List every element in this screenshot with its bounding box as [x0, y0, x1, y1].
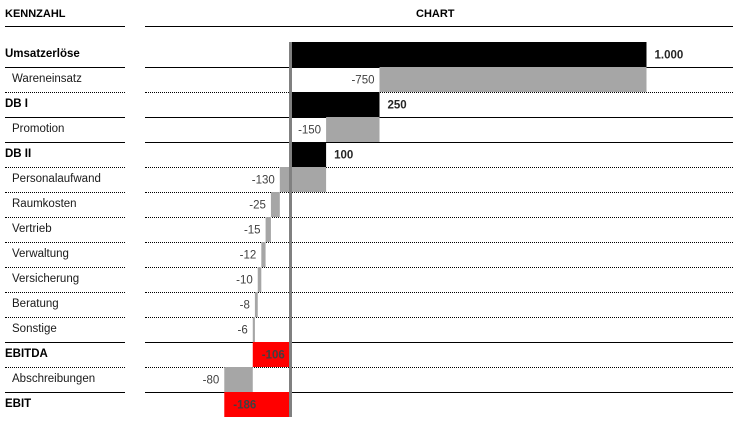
row-label: EBIT: [5, 398, 32, 410]
row-label: Versicherung: [12, 273, 80, 285]
header-divider-left: [5, 26, 125, 27]
value-label: -15: [244, 225, 261, 237]
row-divider: [5, 317, 125, 318]
bar-ebitda: [252, 342, 291, 367]
row-divider: [145, 217, 733, 218]
row-label: Vertrieb: [12, 223, 52, 235]
row-divider: [145, 242, 733, 243]
row-divider: [145, 342, 733, 343]
bar-verwaltung: [261, 242, 266, 267]
row-divider: [145, 392, 733, 393]
row-divider: [5, 142, 125, 143]
row-divider: [5, 392, 125, 393]
value-label: -750: [351, 75, 374, 87]
row-label: Abschreibungen: [12, 373, 96, 385]
row-divider: [145, 367, 733, 368]
row-label: Verwaltung: [12, 248, 69, 260]
row-label: Raumkosten: [12, 198, 77, 210]
value-label: -6: [238, 325, 248, 337]
row-divider: [5, 367, 125, 368]
row-divider: [5, 217, 125, 218]
row-divider: [145, 117, 733, 118]
row-label: DB II: [5, 148, 32, 160]
row-label: Personalaufwand: [12, 173, 101, 185]
value-label: -150: [298, 125, 321, 137]
bar-vertrieb: [265, 217, 271, 242]
zero-axis: [289, 42, 292, 417]
value-label: 1.000: [655, 50, 684, 62]
row-divider: [145, 267, 733, 268]
row-divider: [145, 142, 733, 143]
value-label: -186: [233, 400, 256, 412]
row-divider: [5, 242, 125, 243]
row-label: Promotion: [12, 123, 65, 135]
value-label: -8: [240, 300, 250, 312]
value-label: -80: [203, 375, 220, 387]
bar-beratung: [254, 292, 258, 317]
bar-personalaufwand: [279, 167, 327, 192]
row-divider: [145, 92, 733, 93]
chart-header: CHART: [416, 8, 455, 20]
bar-sonstige: [252, 317, 255, 342]
bar-ebit: [224, 392, 291, 417]
row-divider: [5, 267, 125, 268]
bar-raumkosten: [270, 192, 280, 217]
row-divider: [5, 192, 125, 193]
bar-versicherung: [257, 267, 262, 292]
bar-umsatzerlöse: [290, 42, 647, 67]
row-divider: [145, 292, 733, 293]
row-label: Sonstige: [12, 323, 57, 335]
value-label: 250: [388, 100, 407, 112]
bar-abschreibungen: [224, 367, 253, 392]
row-divider: [145, 192, 733, 193]
row-divider: [145, 317, 733, 318]
row-divider: [5, 117, 125, 118]
value-label: -10: [236, 275, 253, 287]
row-divider: [5, 92, 125, 93]
row-label: DB I: [5, 98, 28, 110]
row-divider: [145, 167, 733, 168]
bar-promotion: [326, 117, 380, 142]
bar-db ii: [290, 142, 327, 167]
bar-wareneinsatz: [379, 67, 647, 92]
header-divider-right: [145, 26, 733, 27]
value-label: 100: [334, 150, 353, 162]
row-label: EBITDA: [5, 348, 48, 360]
row-label: Beratung: [12, 298, 59, 310]
value-label: -106: [262, 350, 285, 362]
row-divider: [5, 67, 125, 68]
bar-db i: [290, 92, 380, 117]
row-divider: [5, 167, 125, 168]
row-divider: [5, 292, 125, 293]
row-label: Wareneinsatz: [12, 73, 82, 85]
value-label: -25: [249, 200, 266, 212]
value-label: -130: [252, 175, 275, 187]
row-divider: [5, 342, 125, 343]
kennzahl-header: KENNZAHL: [5, 8, 66, 20]
value-label: -12: [240, 250, 257, 262]
row-label: Umsatzerlöse: [5, 48, 80, 60]
